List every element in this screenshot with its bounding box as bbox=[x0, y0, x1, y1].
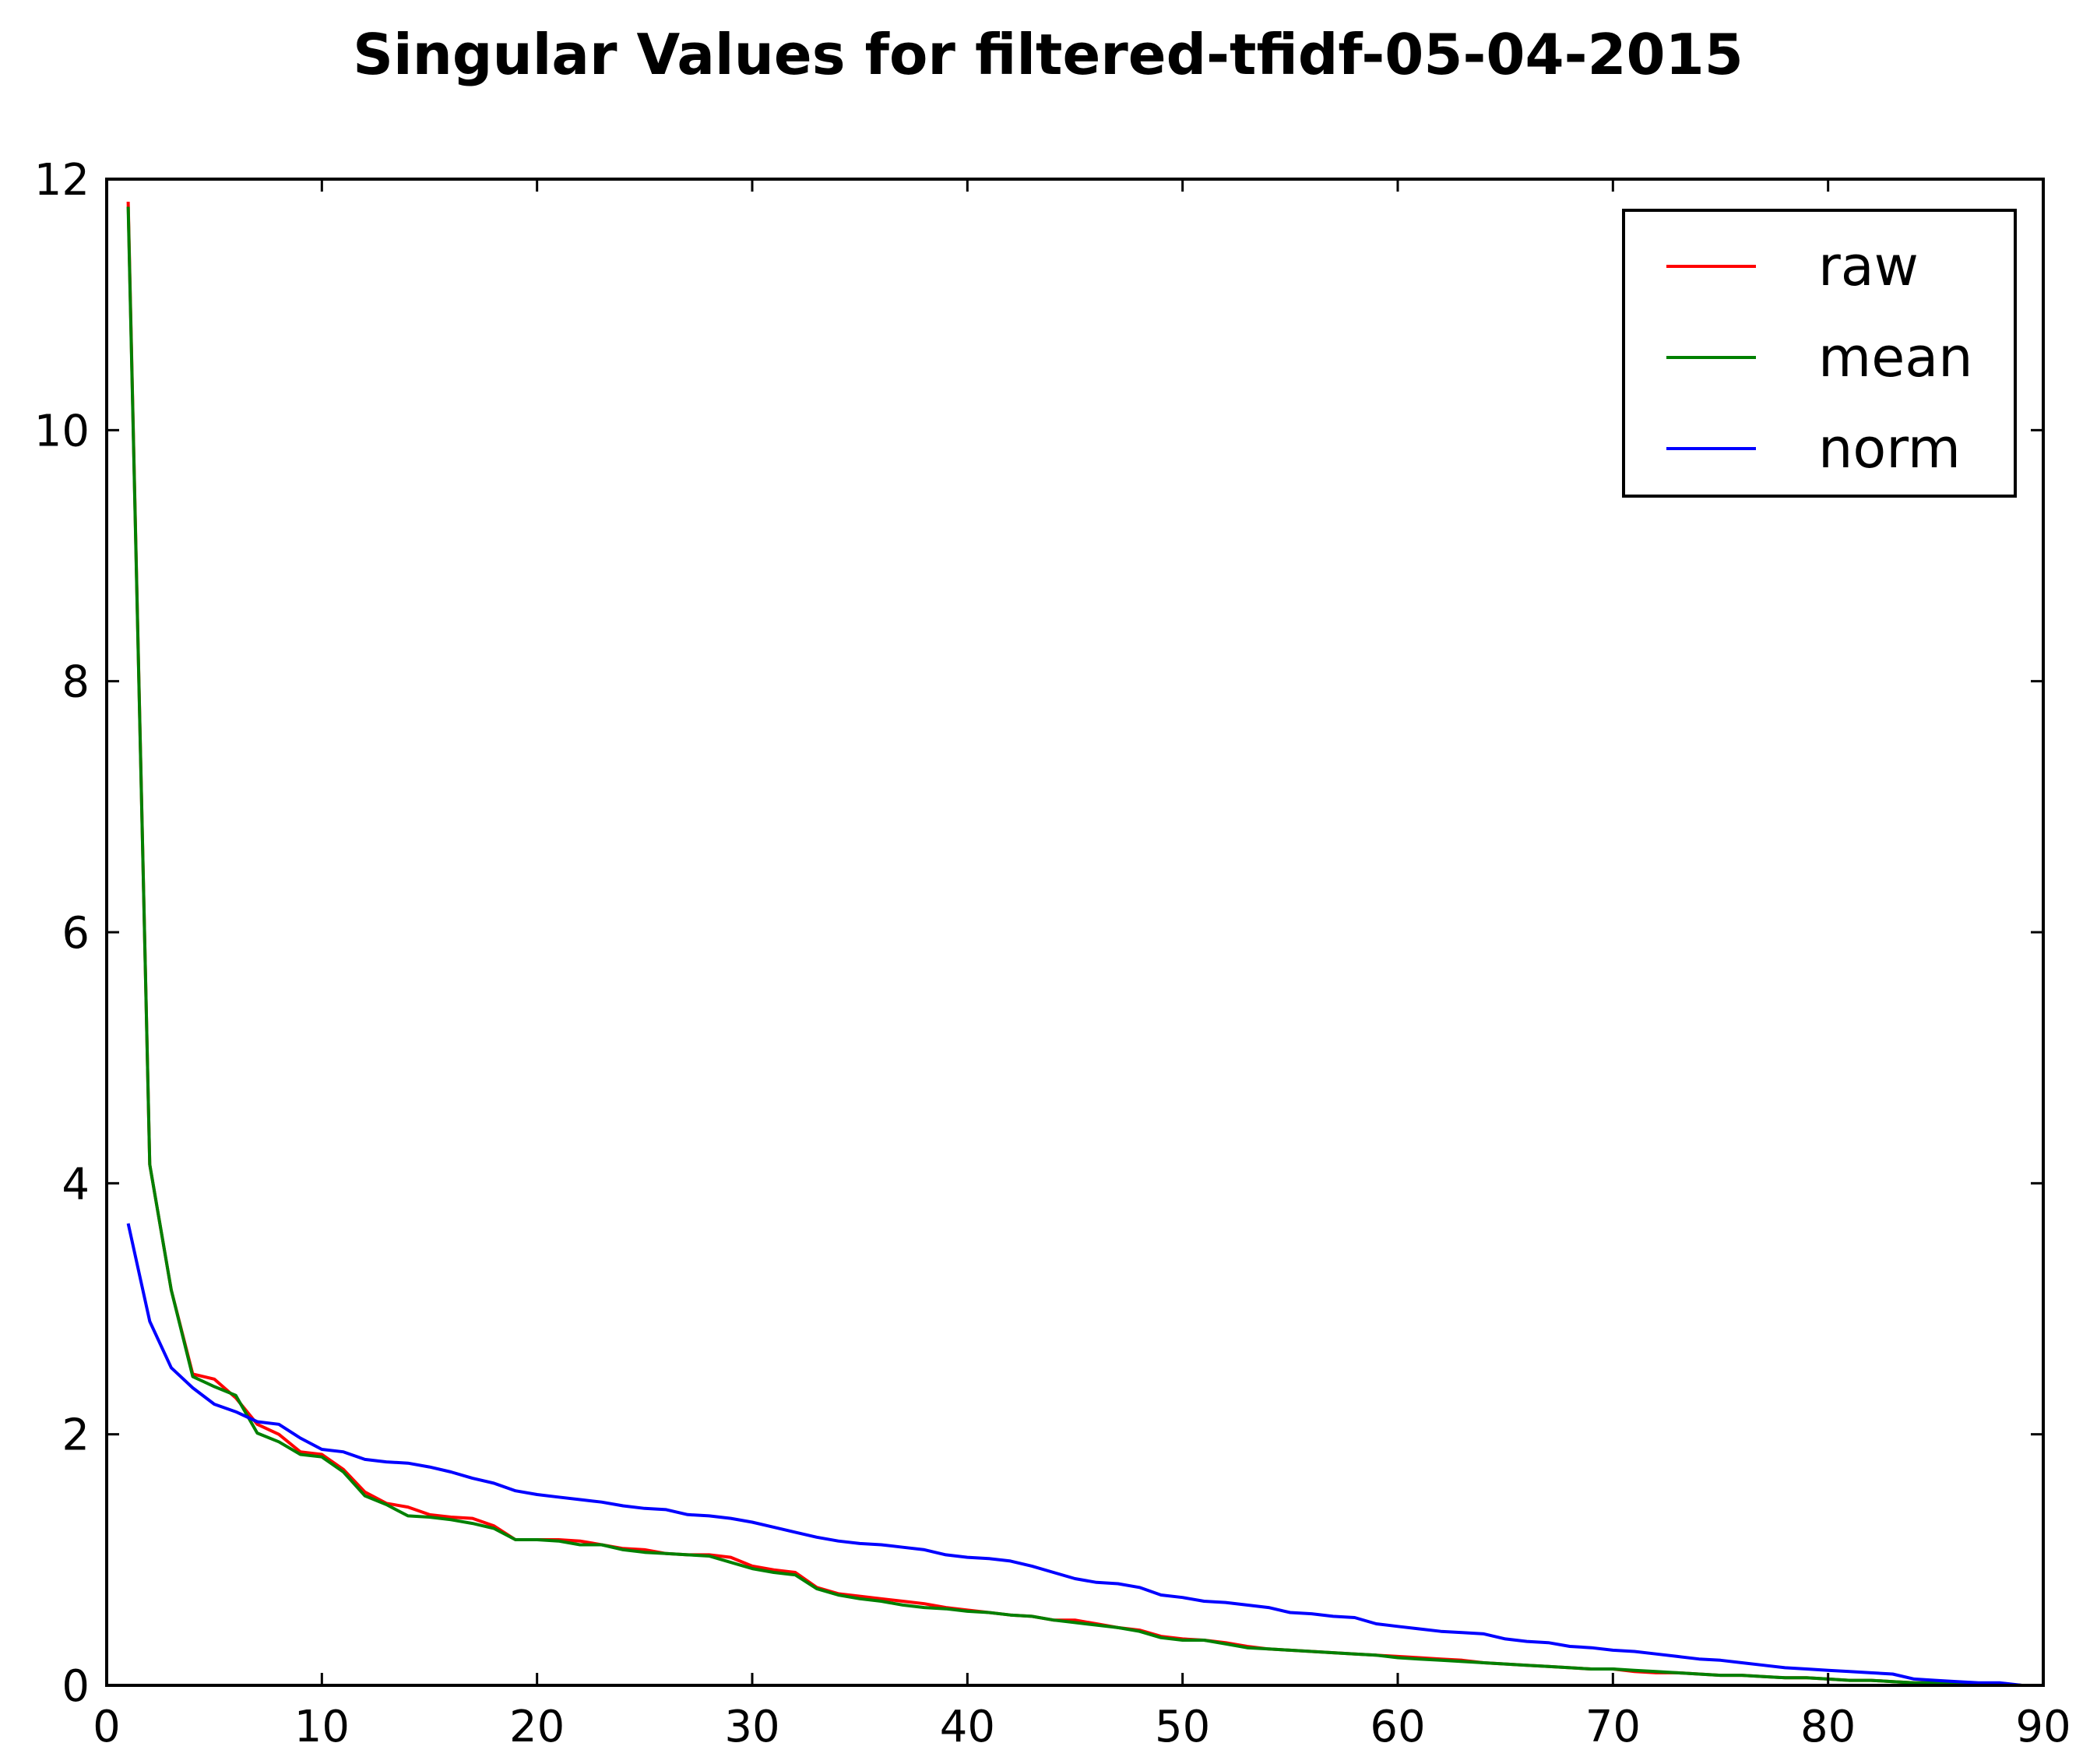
x-tick-label: 70 bbox=[1585, 1702, 1641, 1752]
y-tick-label: 4 bbox=[62, 1159, 90, 1209]
x-tick-label: 10 bbox=[294, 1702, 350, 1752]
x-tick-label: 30 bbox=[724, 1702, 779, 1752]
y-tick-label: 8 bbox=[62, 657, 90, 708]
x-tick-label: 20 bbox=[509, 1702, 565, 1752]
legend-label-mean: mean bbox=[1818, 326, 1973, 389]
series-line-mean bbox=[126, 206, 2022, 1687]
legend-label-norm: norm bbox=[1818, 417, 1961, 481]
x-tick-label: 50 bbox=[1155, 1702, 1210, 1752]
x-tick-label: 90 bbox=[2015, 1702, 2071, 1752]
x-tick-label: 40 bbox=[940, 1702, 995, 1752]
axis-ticks: 0 10 20 30 40 50 60 70 80 90 0 2 4 6 8 10 12 bbox=[34, 155, 2071, 1752]
legend-label-raw: raw bbox=[1818, 234, 1919, 298]
y-tick-label: 12 bbox=[34, 155, 90, 206]
legend: raw mean norm bbox=[1622, 209, 2017, 498]
series-layer bbox=[126, 201, 2022, 1687]
chart-title: Singular Values for filtered-tfidf-05-04… bbox=[353, 22, 1743, 87]
series-line-norm bbox=[126, 1223, 2022, 1687]
x-tick-label: 60 bbox=[1370, 1702, 1425, 1752]
y-tick-label: 6 bbox=[62, 908, 90, 959]
x-tick-label: 80 bbox=[1800, 1702, 1856, 1752]
y-tick-label: 0 bbox=[62, 1661, 90, 1712]
x-tick-label: 0 bbox=[93, 1702, 121, 1752]
y-tick-label: 10 bbox=[34, 406, 90, 456]
y-tick-label: 2 bbox=[62, 1410, 90, 1461]
